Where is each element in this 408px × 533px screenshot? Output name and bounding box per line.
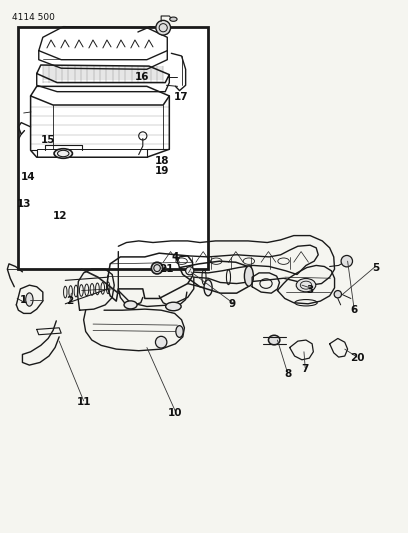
Circle shape: [186, 266, 194, 275]
Ellipse shape: [151, 262, 163, 274]
Text: 8: 8: [284, 369, 291, 379]
Circle shape: [334, 290, 341, 298]
Circle shape: [156, 20, 171, 35]
Text: 1: 1: [20, 295, 27, 304]
Bar: [18, 27, 208, 269]
Ellipse shape: [26, 293, 33, 306]
Circle shape: [341, 255, 353, 267]
Text: 4114 500: 4114 500: [12, 13, 55, 22]
Text: 10: 10: [168, 408, 183, 418]
Text: 7: 7: [302, 364, 309, 374]
Text: 3: 3: [306, 286, 314, 295]
Ellipse shape: [170, 17, 177, 21]
Text: 6: 6: [350, 305, 358, 315]
Text: 19: 19: [155, 166, 170, 175]
Ellipse shape: [124, 301, 137, 309]
Text: 9: 9: [229, 299, 236, 309]
Text: 18: 18: [155, 156, 170, 166]
Text: 2: 2: [66, 296, 73, 306]
Ellipse shape: [155, 336, 167, 348]
Text: 5: 5: [372, 263, 379, 272]
Text: 14: 14: [20, 172, 35, 182]
Text: 15: 15: [41, 135, 55, 144]
Ellipse shape: [296, 278, 316, 292]
Ellipse shape: [204, 280, 212, 296]
Ellipse shape: [54, 149, 73, 158]
Ellipse shape: [244, 266, 253, 286]
Text: 4: 4: [172, 252, 179, 262]
Ellipse shape: [268, 335, 280, 345]
Text: 20: 20: [350, 353, 364, 363]
Ellipse shape: [166, 302, 181, 311]
Ellipse shape: [176, 326, 183, 337]
Text: 12: 12: [53, 211, 68, 221]
Text: 13: 13: [16, 199, 31, 208]
Text: 16: 16: [135, 72, 149, 82]
Text: 21: 21: [159, 264, 174, 274]
Text: 11: 11: [76, 398, 91, 407]
Text: 17: 17: [174, 92, 189, 102]
